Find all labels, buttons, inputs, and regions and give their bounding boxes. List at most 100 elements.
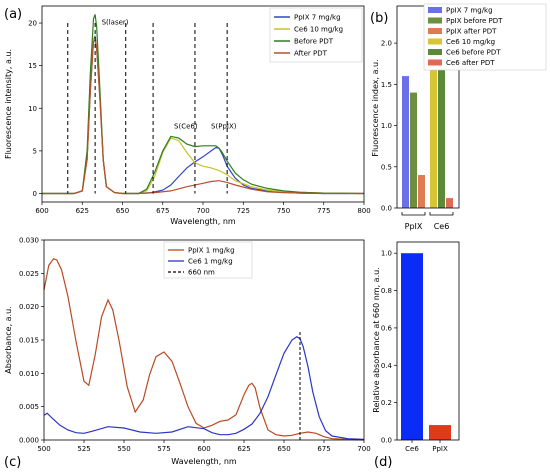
group-bracket-1 [429, 212, 454, 216]
legend-label-2: PpIX after PDT [446, 28, 497, 36]
bar-0 [401, 253, 423, 440]
y-tick-label-0: 0 [33, 190, 37, 198]
x-tick-label-8: 700 [357, 445, 370, 453]
y-tick-label-1: 0.005 [19, 403, 39, 411]
legend-swatch-2 [428, 28, 442, 34]
y-tick-label-2: 1.0 [381, 122, 392, 130]
panel-d-ylabel: Relative absorbance at 660 nm, a.u. [372, 267, 381, 412]
x-tick-label-7: 775 [317, 207, 330, 215]
panel-c-x-ticks: 500 525 550 575 600 625 650 675 700 [37, 440, 371, 453]
panel-b-legend: PpIX 7 mg/kg PpIX before PDT PpIX after PD… [423, 3, 547, 71]
panel-b: (b) 0.0 0.5 1.0 1.5 2.0 Fluorescence index, … [370, 3, 547, 231]
annotation-0: S(laser) [102, 19, 129, 27]
panel-a-label: (a) [4, 7, 22, 22]
y-tick-label-1: 0.2 [381, 399, 392, 407]
panel-c-ylabel: Absorbance, a.u. [4, 306, 13, 373]
panel-d-plot [401, 253, 451, 440]
y-tick-label-0: 0.0 [381, 205, 392, 213]
legend-swatch-1 [428, 17, 442, 24]
x-tick-label-0: Ce6 [405, 445, 419, 453]
panel-a-legend: PpIX 7 mg/kg Ce6 10 mg/kg Before PDT After … [269, 7, 363, 63]
y-tick-label-2: 0.010 [19, 370, 39, 378]
x-tick-label-5: 625 [237, 445, 250, 453]
x-tick-label-2: 650 [116, 207, 129, 215]
series-line-2 [42, 14, 365, 195]
panel-b-y-ticks: 0.0 0.5 1.0 1.5 2.0 [381, 40, 397, 213]
x-tick-label-8: 800 [357, 207, 370, 215]
panel-d-frame [396, 241, 460, 441]
legend-label-0: PpIX 7 mg/kg [446, 7, 493, 15]
legend-label-4: Ce6 before PDT [446, 49, 501, 57]
panel-c-y-ticks: 0.000 0.005 0.010 0.015 0.020 0.025 0.030 [19, 237, 44, 445]
y-tick-label-4: 0.020 [19, 303, 39, 311]
panel-a-y-ticks: 0 5 10 15 20 [28, 20, 42, 198]
panel-b-plot [402, 18, 453, 209]
y-tick-label-0: 0.000 [19, 437, 39, 445]
panel-c: (c) 500 525 550 575 600 625 650 675 700 0.000 0.0… [4, 237, 371, 471]
legend-label-5: Ce6 after PDT [446, 59, 495, 67]
panel-d-label: (d) [374, 455, 392, 470]
y-tick-label-3: 0.015 [19, 337, 39, 345]
y-tick-label-2: 0.4 [381, 362, 393, 370]
legend-label-3: After PDT [294, 50, 328, 58]
y-tick-label-2: 10 [28, 105, 37, 113]
bar-3 [430, 18, 437, 209]
panel-d: (d) 0.0 0.2 0.4 0.6 0.8 1.0 Ce6 PpIX Relative … [372, 241, 460, 470]
panel-a-xlabel: Wavelength, nm [170, 217, 236, 226]
panel-c-xlabel: Wavelength, nm [171, 457, 237, 466]
annotation-1: S(Ce6) [174, 123, 198, 131]
y-tick-label-0: 0.0 [381, 437, 392, 445]
legend-label-2: 660 nm [188, 269, 215, 277]
bar-2 [418, 175, 425, 208]
x-tick-label-5: 725 [237, 207, 250, 215]
legend-swatch-5 [428, 59, 442, 66]
legend-label-0: PpIX 7 mg/kg [294, 14, 341, 22]
panel-c-label: (c) [4, 455, 21, 470]
panel-a-annotations: S(laser) S(Ce6) S(PpIX) [102, 19, 237, 131]
x-tick-label-3: 675 [156, 207, 169, 215]
legend-label-2: Before PDT [294, 38, 334, 46]
y-tick-label-1: 0.5 [381, 163, 392, 171]
x-tick-label-4: 600 [197, 445, 210, 453]
panel-c-plot [43, 257, 365, 441]
legend-label-1: Ce6 10 mg/kg [294, 26, 343, 34]
y-tick-label-4: 2.0 [381, 40, 392, 48]
y-tick-label-5: 1.0 [381, 250, 392, 258]
y-tick-label-6: 0.030 [19, 237, 39, 245]
x-tick-label-1: PpIX [432, 445, 448, 453]
x-tick-label-4: 700 [196, 207, 209, 215]
group-label-1: Ce6 [434, 222, 450, 231]
y-tick-label-4: 20 [28, 20, 37, 28]
panel-a-ylabel: Fluorescence intensity, a.u. [4, 49, 13, 159]
panel-c-legend: PpIX 1 mg/kg Ce6 1 mg/kg 660 nm [163, 241, 253, 279]
x-tick-label-0: 600 [35, 207, 48, 215]
panel-d-x-ticks: Ce6 PpIX [405, 440, 448, 453]
y-tick-label-3: 15 [28, 62, 37, 70]
bar-1 [429, 425, 451, 440]
panel-b-ylabel: Fluorescence index, a.u. [371, 59, 380, 156]
x-tick-label-0: 500 [37, 445, 50, 453]
x-tick-label-3: 575 [157, 445, 170, 453]
legend-swatch-0 [428, 7, 442, 13]
series-line-0 [43, 257, 365, 441]
x-tick-label-2: 550 [117, 445, 130, 453]
series-line-1 [43, 335, 365, 440]
x-tick-label-1: 525 [77, 445, 90, 453]
bar-5 [446, 198, 453, 208]
x-tick-label-6: 750 [277, 207, 290, 215]
panel-b-legend-box [423, 3, 547, 71]
panel-a-plot [42, 14, 365, 195]
legend-label-3: Ce6 10 mg/kg [446, 38, 495, 46]
x-tick-label-7: 675 [317, 445, 330, 453]
annotation-2: S(PpIX) [211, 123, 237, 131]
panel-d-y-ticks: 0.0 0.2 0.4 0.6 0.8 1.0 [381, 250, 397, 445]
y-tick-label-3: 1.5 [381, 81, 392, 89]
legend-label-0: PpIX 1 mg/kg [188, 247, 235, 255]
panel-b-groups: PpIX Ce6 [401, 212, 454, 231]
x-tick-label-6: 650 [277, 445, 290, 453]
y-tick-label-3: 0.6 [381, 324, 393, 332]
legend-swatch-3 [428, 38, 442, 45]
group-bracket-0 [401, 212, 426, 216]
bar-4 [438, 34, 445, 208]
